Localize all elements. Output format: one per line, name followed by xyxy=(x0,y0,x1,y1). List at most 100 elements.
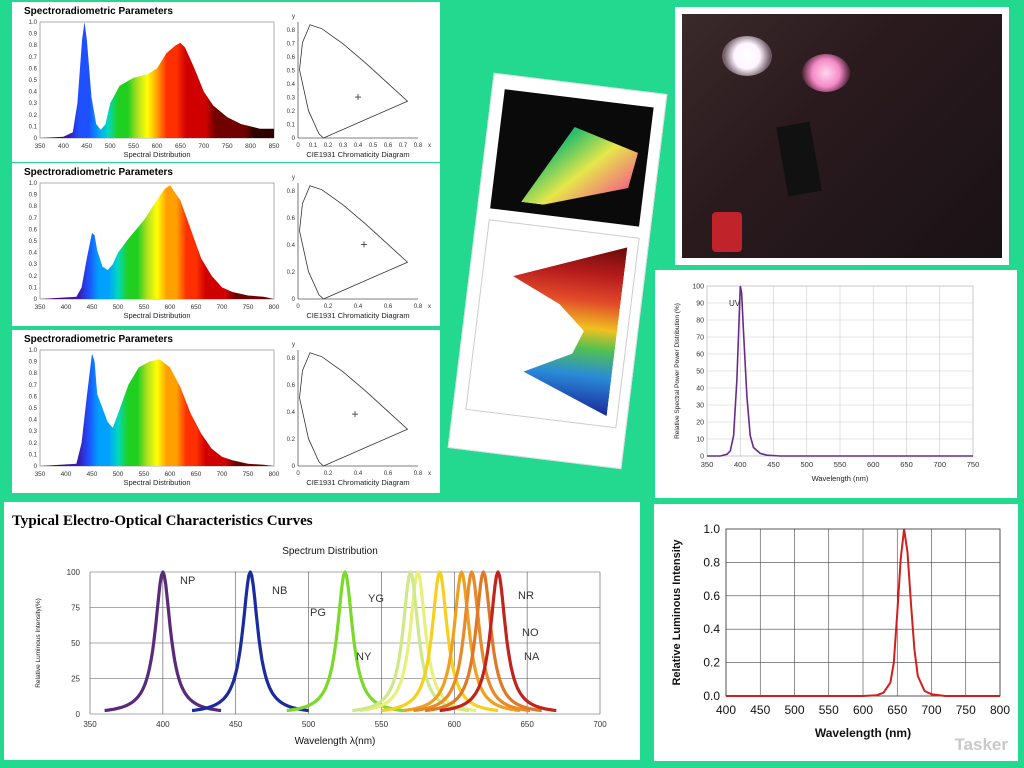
cie-photo-gamut xyxy=(521,113,641,216)
spectral-y-tick: 0.6 xyxy=(29,394,38,400)
cie-x-tick: 0.2 xyxy=(324,471,333,477)
spectral-y-tick: 0.4 xyxy=(29,418,38,424)
spectral-y-tick: 1.0 xyxy=(29,181,38,187)
cie-x-tick: 0 xyxy=(296,143,300,149)
red-x-label: Wavelength (nm) xyxy=(815,726,911,740)
red-y-label: Relative Luminous Intensity xyxy=(671,539,683,686)
typical-subtitle: Spectrum Distribution xyxy=(282,546,378,557)
cie-locus xyxy=(299,24,409,139)
typical-panel: Typical Electro-Optical Characteristics … xyxy=(4,502,640,760)
typical-series-label: YG xyxy=(368,593,384,605)
spectral-x-tick: 450 xyxy=(87,471,98,478)
typical-y-tick: 50 xyxy=(71,639,80,648)
typical-series-line xyxy=(352,570,470,713)
spectral-y-tick: 0.3 xyxy=(29,262,38,268)
spectral-x-tick: 750 xyxy=(222,143,233,150)
typical-x-tick: 500 xyxy=(302,720,316,729)
cie-x-tick: 0.1 xyxy=(309,143,318,149)
spectral-x-tick: 700 xyxy=(198,143,209,150)
cie-x-tick: 0.6 xyxy=(384,471,393,477)
spectral-y-tick: 0.1 xyxy=(29,124,38,130)
spectral-x-tick: 350 xyxy=(35,471,46,478)
uv-x-label: Wavelength (nm) xyxy=(812,474,869,483)
red-x-tick: 500 xyxy=(784,703,804,717)
typical-x-tick: 600 xyxy=(448,720,462,729)
typical-series-line xyxy=(381,570,499,713)
spectral-x-tick: 700 xyxy=(217,304,228,311)
spectrum-photo xyxy=(465,219,640,429)
spectro-panel-1: Spectroradiometric Parameters 350 400 450 5… xyxy=(12,2,440,162)
red-y-tick: 0.0 xyxy=(703,689,720,703)
spectral-y-tick: 0.5 xyxy=(29,78,38,84)
spectral-y-tick: 0 xyxy=(34,464,38,470)
spectro-chart-3: 350 400 450 500 550 600 650 700 750 800 0 0.1 0.2 0.3… xyxy=(29,342,431,487)
cie-y-tick: 0.5 xyxy=(287,69,296,75)
typical-x-tick: 700 xyxy=(593,720,607,729)
cie-x-tick: 0 xyxy=(296,304,300,310)
uv-y-tick: 80 xyxy=(696,318,704,325)
spectral-x-tick: 400 xyxy=(61,471,72,478)
cie-y-tick: 0 xyxy=(292,297,296,303)
spectral-x-tick: 750 xyxy=(243,471,254,478)
cie-x-tick: 0.4 xyxy=(354,143,363,149)
spectral-y-tick: 0.2 xyxy=(29,441,38,447)
red-x-tick: 650 xyxy=(887,703,907,717)
cie-y-tick: 0.2 xyxy=(287,109,296,115)
uv-series-line xyxy=(707,285,973,457)
cie-locus xyxy=(299,185,409,300)
typical-x-tick: 450 xyxy=(229,720,243,729)
cie-photo xyxy=(490,89,654,227)
typical-y-label: Relative Luminous Intensity(%) xyxy=(35,598,42,688)
spectral-y-tick: 0.9 xyxy=(29,360,38,366)
uv-x-tick: 650 xyxy=(900,460,913,469)
typical-series-label: NR xyxy=(518,590,534,602)
typical-series-line xyxy=(413,570,531,713)
spectral-y-tick: 0.8 xyxy=(29,204,38,210)
cie-x-tick: 0.4 xyxy=(354,471,363,477)
uv-x-tick: 400 xyxy=(734,460,747,469)
typical-y-tick: 75 xyxy=(71,604,80,613)
red-y-tick: 0.4 xyxy=(703,622,720,636)
cie-caption: CIE1931 Chromaticity Diagram xyxy=(306,311,409,320)
cie-y-label: y xyxy=(292,14,295,20)
spectro-chart-2: 350 400 450 500 550 600 650 700 750 800 0 0.1 0.2 0.3… xyxy=(29,175,431,320)
spectral-x-tick: 700 xyxy=(217,471,228,478)
typical-series-line xyxy=(286,570,404,713)
spectral-y-tick: 1.0 xyxy=(29,348,38,354)
typical-x-tick: 550 xyxy=(375,720,389,729)
led-photo-frame xyxy=(675,7,1009,265)
cie-y-tick: 0.4 xyxy=(287,243,296,249)
led-light-pink xyxy=(802,54,850,92)
uv-panel: 350 400 450 500 550 600 650 700 750 0 10 20 30 40 50 60… xyxy=(655,270,1017,498)
spectral-x-tick: 750 xyxy=(243,304,254,311)
spectral-y-tick: 0.7 xyxy=(29,55,38,61)
red-x-tick: 450 xyxy=(750,703,770,717)
spectral-y-tick: 0.3 xyxy=(29,101,38,107)
cie-x-label: x xyxy=(428,471,431,477)
uv-x-tick: 600 xyxy=(867,460,880,469)
red-y-tick: 0.2 xyxy=(703,656,720,670)
uv-x-tick: 700 xyxy=(933,460,946,469)
spectral-x-tick: 800 xyxy=(245,143,256,150)
spectral-x-tick: 800 xyxy=(269,304,280,311)
cie-x-tick: 0.6 xyxy=(384,143,393,149)
typical-series-label: NP xyxy=(180,575,195,587)
cie-caption: CIE1931 Chromaticity Diagram xyxy=(306,150,409,159)
typical-series-line xyxy=(424,570,542,713)
red-x-tick: 400 xyxy=(716,703,736,717)
cie-y-tick: 0.7 xyxy=(287,42,296,48)
cie-y-tick: 0.8 xyxy=(287,189,296,195)
red-x-tick: 550 xyxy=(819,703,839,717)
cie-x-tick: 0.6 xyxy=(384,304,393,310)
spectral-y-tick: 0.2 xyxy=(29,274,38,280)
cie-y-tick: 0.1 xyxy=(287,123,296,129)
spectral-x-tick: 350 xyxy=(35,304,46,311)
spectral-x-tick: 500 xyxy=(105,143,116,150)
uv-y-tick: 20 xyxy=(696,420,704,427)
watermark: Tasker xyxy=(954,735,1008,754)
spectral-x-tick: 600 xyxy=(152,143,163,150)
cie-y-tick: 0.4 xyxy=(287,410,296,416)
spectral-x-tick: 600 xyxy=(165,471,176,478)
spectral-x-tick: 450 xyxy=(81,143,92,150)
spectral-y-tick: 0.9 xyxy=(29,193,38,199)
